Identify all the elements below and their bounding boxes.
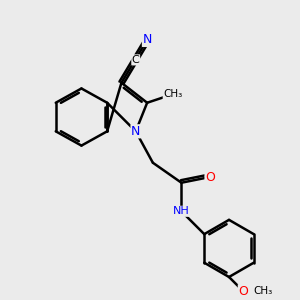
Text: O: O (205, 170, 215, 184)
Text: CH₃: CH₃ (163, 89, 182, 99)
Text: N: N (142, 33, 152, 46)
Text: NH: NH (173, 206, 190, 216)
Text: O: O (238, 285, 248, 298)
Text: C: C (132, 55, 140, 65)
Text: N: N (131, 125, 140, 138)
Text: CH₃: CH₃ (254, 286, 273, 296)
